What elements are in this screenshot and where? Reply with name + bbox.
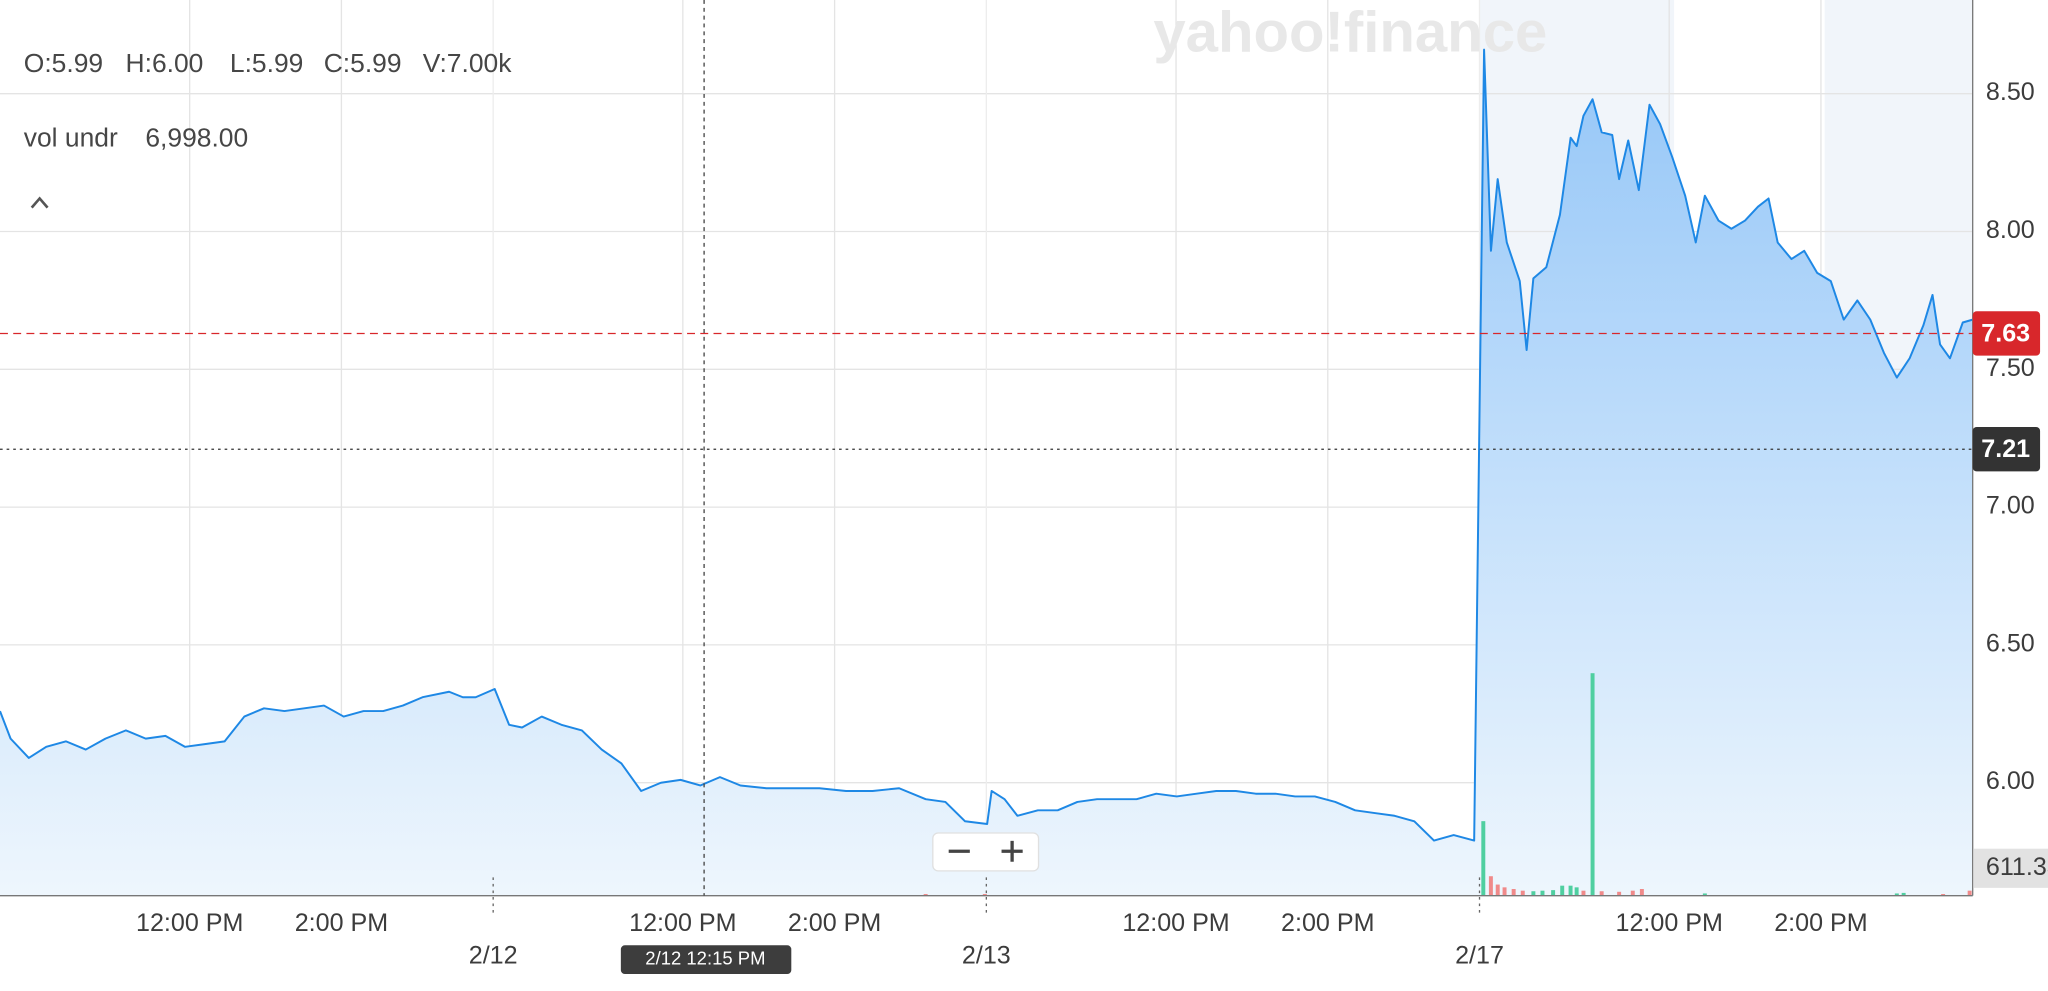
volume-bar (1488, 876, 1493, 896)
y-tick-label: 8.00 (1986, 216, 2035, 244)
crosshair-label: 2/12 12:15 PM (645, 948, 765, 969)
volume-bar (1590, 673, 1595, 896)
plot (0, 48, 1973, 896)
volume-bar (1581, 890, 1586, 896)
volume-bar (1502, 887, 1507, 896)
volume-bar (1894, 893, 1899, 896)
volume-bar (1639, 889, 1644, 896)
x-tick-label: 2:00 PM (788, 909, 881, 937)
volume-bar (1568, 885, 1573, 896)
volume-bar (1481, 821, 1486, 896)
x-tick-label: 12:00 PM (629, 909, 736, 937)
volume-bar (1702, 893, 1707, 896)
indicator-name: vol undr (24, 123, 118, 153)
x-tick-label: 2:00 PM (295, 909, 388, 937)
volume-bar (1560, 885, 1565, 896)
x-tick-label: 2:00 PM (1281, 909, 1374, 937)
ohlc-high: H:6.00 (126, 48, 204, 78)
price-line (0, 48, 1973, 842)
zoom-controls (932, 832, 1040, 872)
volume-bar (1551, 890, 1556, 896)
y-tick-label: 6.00 (1986, 767, 2035, 795)
y-tick-label: 7.00 (1986, 492, 2035, 520)
price-badge (1972, 427, 2041, 472)
price-badge-label: 7.63 (1981, 319, 2030, 347)
volume-bar (1941, 894, 1946, 896)
date-tick-label: 2/13 (962, 942, 1011, 970)
ohlc-open: O:5.99 (24, 48, 103, 78)
x-tick-label: 2:00 PM (1774, 909, 1867, 937)
volume-bar (1617, 891, 1622, 896)
y-tick-label: 8.50 (1986, 78, 2035, 106)
ohlc-low: L:5.99 (230, 48, 303, 78)
price-badge-label: 7.21 (1981, 435, 2030, 463)
volume-bar (1520, 890, 1525, 896)
crosshair-tooltip (620, 945, 792, 975)
volume-bar (923, 894, 928, 896)
ohlc-volume: V:7.00k (423, 48, 512, 78)
y-tick-label: 7.50 (1986, 354, 2035, 382)
y-tick-label: 6.50 (1986, 630, 2035, 658)
volume-bar (982, 894, 987, 896)
volume-bar (1574, 887, 1579, 896)
price-badge (1972, 311, 2041, 356)
x-tick-label: 12:00 PM (1122, 909, 1229, 937)
volume-badge-label: 611.33 (1986, 853, 2048, 881)
collapse-caret[interactable] (30, 196, 49, 209)
volume-bar (1901, 892, 1906, 896)
volume-bar (1540, 890, 1545, 896)
volume-badge (1974, 848, 2048, 888)
indicator-value: 6,998.00 (145, 123, 248, 153)
price-area (0, 49, 1973, 896)
volume-bar (1495, 884, 1500, 896)
volume-bar (1511, 889, 1516, 896)
x-tick-label: 12:00 PM (1616, 909, 1723, 937)
volume-bar (1599, 891, 1604, 896)
watermark: yahoo!finance (1153, 1, 1547, 65)
date-tick-label: 2/17 (1455, 942, 1504, 970)
date-tick-label: 2/12 (469, 942, 518, 970)
volume-bar (1531, 891, 1536, 896)
ohlc-close: C:5.99 (324, 48, 402, 78)
volume-bar (1967, 890, 1972, 896)
volume-bar (1630, 890, 1635, 896)
x-tick-label: 12:00 PM (136, 909, 243, 937)
